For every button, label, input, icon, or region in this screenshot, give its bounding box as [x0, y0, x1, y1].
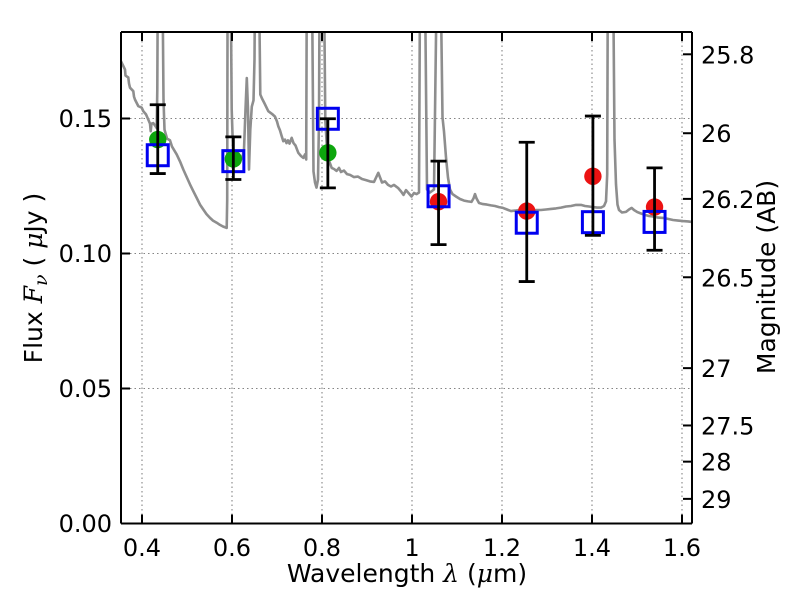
photometry-band — [426, 159, 451, 246]
y-right-tick-label: 27 — [701, 355, 732, 383]
x-axis-label: Wavelength λ (μm) — [287, 559, 527, 588]
axis-label-text-segment: Flux — [19, 303, 48, 363]
axis-label-math-segment: μ — [477, 559, 493, 588]
axis-label-text-segment: Wavelength — [287, 559, 443, 588]
y-right-tick-label: 27.5 — [701, 412, 754, 440]
axis-label-text-segment: Jy ) — [19, 193, 48, 235]
tick-marks — [121, 32, 692, 525]
axis-label-math-segment: μ — [19, 233, 48, 249]
y-left-tick-label: 0.15 — [59, 105, 112, 133]
y-right-tick-label: 26.2 — [701, 186, 754, 214]
plot-background — [121, 32, 692, 524]
photometry-band — [315, 106, 340, 190]
x-tick-label: 0.8 — [303, 534, 341, 562]
x-tick-label: 0.6 — [213, 534, 251, 562]
photometry-band — [145, 103, 170, 175]
model-spectrum-line — [121, 32, 692, 230]
photometry-band — [514, 140, 539, 283]
x-tick-label: 1.4 — [573, 534, 611, 562]
axis-label-text-segment: ( — [459, 559, 477, 588]
y-right-tick-label: 28 — [701, 449, 732, 477]
y-axis-label-left: Flux Fν ( μJy ) — [19, 193, 52, 364]
y-axis-label-right: Magnitude (AB) — [752, 180, 781, 374]
axis-label-math-segment: ν — [30, 274, 52, 286]
y-left-tick-label: 0.00 — [59, 510, 112, 538]
axis-label-math-segment: F — [19, 284, 48, 304]
y-right-tick-label: 25.8 — [701, 41, 754, 69]
axis-label-text-segment: m) — [493, 559, 527, 588]
y-left-tick-label: 0.10 — [59, 240, 112, 268]
photometry-points — [145, 103, 667, 283]
x-tick-label: 1 — [404, 534, 419, 562]
axis-label-math-segment: λ — [442, 559, 459, 588]
x-tick-label: 0.4 — [123, 534, 161, 562]
x-tick-label: 1.2 — [483, 534, 521, 562]
grid-lines — [121, 32, 692, 524]
photometry-band — [580, 114, 605, 237]
tick-labels: 0.4 0.6 0.8 1 1.2 1.4 1.6 0.00 0.05 0.10 0.15 25.8 2… — [59, 41, 755, 562]
y-right-tick-label: 26 — [701, 120, 732, 148]
y-left-tick-label: 0.05 — [59, 375, 112, 403]
y-right-tick-label: 26.5 — [701, 264, 754, 292]
photometry-band — [642, 166, 667, 252]
y-right-tick-label: 29 — [701, 486, 732, 514]
x-tick-label: 1.6 — [663, 534, 701, 562]
axis-label-text-segment: ( — [19, 249, 48, 275]
photometry-band — [221, 135, 246, 181]
